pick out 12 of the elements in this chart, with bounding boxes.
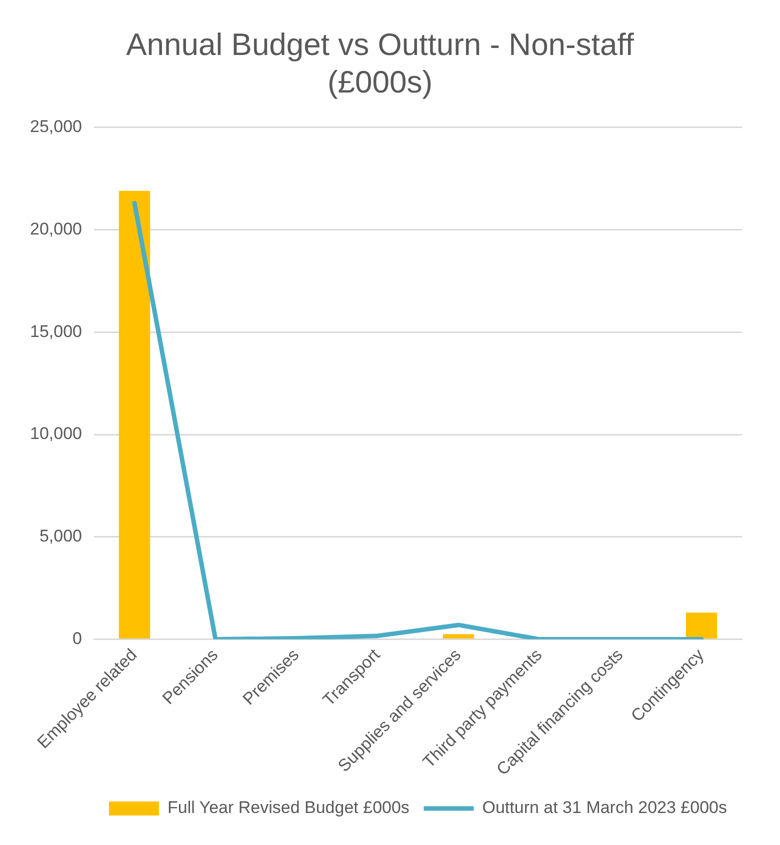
y-tick-label: 5,000 bbox=[39, 526, 82, 546]
y-tick-label: 20,000 bbox=[30, 219, 82, 238]
y-tick-label: 0 bbox=[72, 628, 82, 648]
bar bbox=[442, 634, 474, 639]
legend-label: Outturn at 31 March 2023 £000s bbox=[482, 798, 728, 818]
y-tick-label: 15,000 bbox=[30, 322, 82, 341]
legend-label: Full Year Revised Budget £000s bbox=[167, 798, 410, 818]
bar bbox=[686, 612, 718, 639]
y-tick-label: 25,000 bbox=[30, 117, 82, 136]
chart-title: Annual Budget vs Outturn - Non-staff (£000s) bbox=[126, 27, 634, 100]
y-tick-label: 10,000 bbox=[30, 424, 82, 444]
bar bbox=[118, 190, 150, 639]
